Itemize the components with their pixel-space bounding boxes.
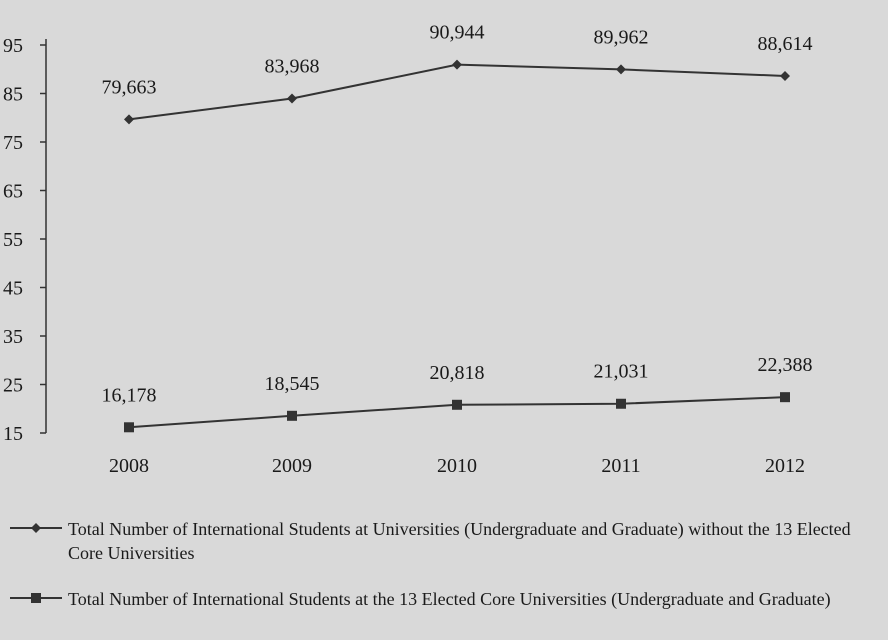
- data-label: 20,818: [430, 362, 485, 384]
- x-tick-label: 2009: [272, 455, 312, 477]
- data-label: 22,388: [758, 354, 813, 376]
- data-label: 83,968: [265, 56, 320, 78]
- y-tick-label: 35: [3, 326, 23, 348]
- data-point-square: [452, 399, 462, 410]
- data-label: 88,614: [758, 33, 813, 55]
- y-tick-label: 25: [3, 375, 23, 397]
- x-tick-label: 2011: [601, 455, 640, 477]
- data-point-diamond: [780, 70, 790, 81]
- y-tick-label: 45: [3, 278, 23, 300]
- data-point-diamond: [616, 64, 626, 75]
- data-point-diamond: [287, 93, 297, 104]
- legend-entry-series-1: Total Number of International Students a…: [10, 517, 870, 565]
- legend-label: Total Number of International Students a…: [68, 589, 831, 609]
- y-tick-label: 15: [3, 423, 23, 445]
- y-tick-label: 65: [3, 181, 23, 203]
- y-tick-label: 75: [3, 132, 23, 154]
- data-point-diamond: [452, 59, 462, 70]
- data-point-square: [124, 422, 134, 433]
- diamond-marker-icon: [10, 523, 62, 533]
- x-tick-label: 2012: [765, 455, 805, 477]
- data-label: 79,663: [102, 76, 157, 98]
- data-point-square: [287, 410, 297, 421]
- data-label: 89,962: [594, 26, 649, 48]
- data-label: 90,944: [430, 22, 485, 44]
- x-tick-label: 2008: [109, 455, 149, 477]
- legend-label: Total Number of International Students a…: [68, 519, 851, 563]
- data-point-square: [616, 398, 626, 409]
- y-tick-label: 55: [3, 229, 23, 251]
- data-point-diamond: [124, 114, 134, 125]
- data-point-square: [780, 392, 790, 403]
- x-tick-label: 2010: [437, 455, 477, 477]
- y-tick-label: 95: [3, 35, 23, 57]
- data-label: 18,545: [265, 373, 320, 395]
- data-label: 16,178: [102, 384, 157, 406]
- y-tick-label: 85: [3, 84, 23, 106]
- line-chart: 15 25 35 45 55 65 75 85 95 2008 2009 2010 2011 2012 79…: [3, 22, 813, 477]
- series-line-1: [128, 63, 786, 121]
- square-marker-icon: [10, 593, 62, 603]
- legend-entry-series-2: Total Number of International Students a…: [10, 587, 870, 611]
- data-label: 21,031: [594, 361, 649, 383]
